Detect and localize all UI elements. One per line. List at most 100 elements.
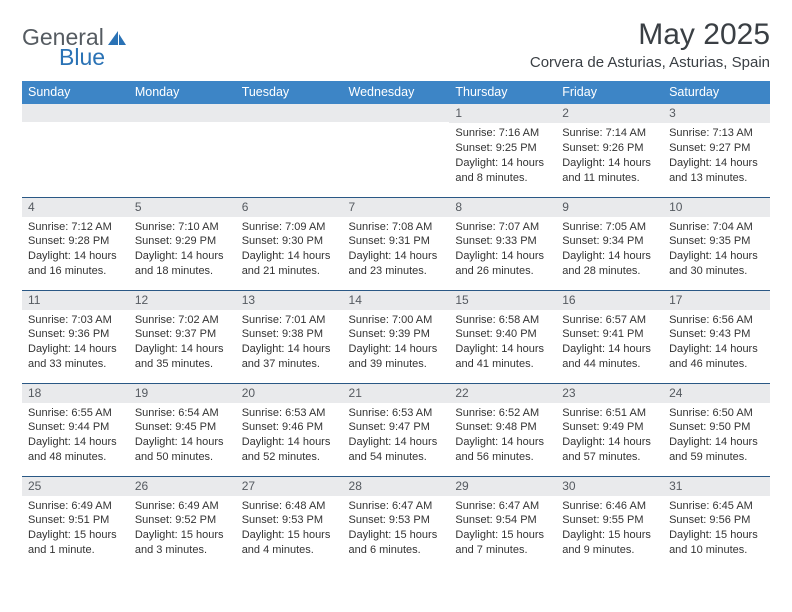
calendar-week-row: 11Sunrise: 7:03 AMSunset: 9:36 PMDayligh… <box>22 290 770 383</box>
day-number: 20 <box>236 384 343 403</box>
day-number: 9 <box>556 198 663 217</box>
sunset-text: Sunset: 9:30 PM <box>242 234 337 249</box>
calendar-day-cell: 8Sunrise: 7:07 AMSunset: 9:33 PMDaylight… <box>449 197 556 290</box>
sunrise-text: Sunrise: 7:04 AM <box>669 220 764 235</box>
calendar-day-cell: 20Sunrise: 6:53 AMSunset: 9:46 PMDayligh… <box>236 383 343 476</box>
calendar-week-row: 18Sunrise: 6:55 AMSunset: 9:44 PMDayligh… <box>22 383 770 476</box>
day-details: Sunrise: 6:56 AMSunset: 9:43 PMDaylight:… <box>663 310 770 376</box>
sunset-text: Sunset: 9:28 PM <box>28 234 123 249</box>
day-number <box>22 104 129 122</box>
sunset-text: Sunset: 9:54 PM <box>455 513 550 528</box>
daylight-text: Daylight: 14 hours and 30 minutes. <box>669 249 764 279</box>
day-number: 5 <box>129 198 236 217</box>
day-details: Sunrise: 6:46 AMSunset: 9:55 PMDaylight:… <box>556 496 663 562</box>
sunset-text: Sunset: 9:37 PM <box>135 327 230 342</box>
day-details: Sunrise: 6:49 AMSunset: 9:52 PMDaylight:… <box>129 496 236 562</box>
day-number: 22 <box>449 384 556 403</box>
sunrise-text: Sunrise: 6:58 AM <box>455 313 550 328</box>
day-number: 1 <box>449 104 556 123</box>
day-details: Sunrise: 7:13 AMSunset: 9:27 PMDaylight:… <box>663 123 770 189</box>
day-details: Sunrise: 6:57 AMSunset: 9:41 PMDaylight:… <box>556 310 663 376</box>
day-details: Sunrise: 7:01 AMSunset: 9:38 PMDaylight:… <box>236 310 343 376</box>
day-details: Sunrise: 7:14 AMSunset: 9:26 PMDaylight:… <box>556 123 663 189</box>
calendar-day-cell: 2Sunrise: 7:14 AMSunset: 9:26 PMDaylight… <box>556 104 663 197</box>
calendar-day-cell: 22Sunrise: 6:52 AMSunset: 9:48 PMDayligh… <box>449 383 556 476</box>
day-details: Sunrise: 6:48 AMSunset: 9:53 PMDaylight:… <box>236 496 343 562</box>
sunrise-text: Sunrise: 6:52 AM <box>455 406 550 421</box>
calendar-day-cell <box>236 104 343 197</box>
day-number <box>236 104 343 122</box>
sunset-text: Sunset: 9:52 PM <box>135 513 230 528</box>
calendar-table: Sunday Monday Tuesday Wednesday Thursday… <box>22 81 770 569</box>
daylight-text: Daylight: 14 hours and 11 minutes. <box>562 156 657 186</box>
calendar-week-row: 1Sunrise: 7:16 AMSunset: 9:25 PMDaylight… <box>22 104 770 197</box>
weekday-header: Tuesday <box>236 81 343 104</box>
day-details: Sunrise: 7:00 AMSunset: 9:39 PMDaylight:… <box>343 310 450 376</box>
daylight-text: Daylight: 14 hours and 52 minutes. <box>242 435 337 465</box>
weekday-header: Monday <box>129 81 236 104</box>
calendar-day-cell <box>343 104 450 197</box>
sunrise-text: Sunrise: 6:54 AM <box>135 406 230 421</box>
day-number: 17 <box>663 291 770 310</box>
day-details: Sunrise: 6:45 AMSunset: 9:56 PMDaylight:… <box>663 496 770 562</box>
daylight-text: Daylight: 15 hours and 3 minutes. <box>135 528 230 558</box>
sunset-text: Sunset: 9:44 PM <box>28 420 123 435</box>
weekday-header: Saturday <box>663 81 770 104</box>
sunrise-text: Sunrise: 7:14 AM <box>562 126 657 141</box>
day-number: 30 <box>556 477 663 496</box>
sunset-text: Sunset: 9:56 PM <box>669 513 764 528</box>
daylight-text: Daylight: 14 hours and 44 minutes. <box>562 342 657 372</box>
day-details: Sunrise: 6:47 AMSunset: 9:54 PMDaylight:… <box>449 496 556 562</box>
daylight-text: Daylight: 14 hours and 28 minutes. <box>562 249 657 279</box>
daylight-text: Daylight: 14 hours and 41 minutes. <box>455 342 550 372</box>
day-details: Sunrise: 6:52 AMSunset: 9:48 PMDaylight:… <box>449 403 556 469</box>
calendar-day-cell: 11Sunrise: 7:03 AMSunset: 9:36 PMDayligh… <box>22 290 129 383</box>
day-details: Sunrise: 7:07 AMSunset: 9:33 PMDaylight:… <box>449 217 556 283</box>
sunset-text: Sunset: 9:35 PM <box>669 234 764 249</box>
day-details: Sunrise: 7:09 AMSunset: 9:30 PMDaylight:… <box>236 217 343 283</box>
calendar-day-cell: 15Sunrise: 6:58 AMSunset: 9:40 PMDayligh… <box>449 290 556 383</box>
daylight-text: Daylight: 14 hours and 50 minutes. <box>135 435 230 465</box>
sunrise-text: Sunrise: 7:16 AM <box>455 126 550 141</box>
calendar-day-cell: 5Sunrise: 7:10 AMSunset: 9:29 PMDaylight… <box>129 197 236 290</box>
day-details: Sunrise: 7:02 AMSunset: 9:37 PMDaylight:… <box>129 310 236 376</box>
daylight-text: Daylight: 15 hours and 6 minutes. <box>349 528 444 558</box>
sunset-text: Sunset: 9:34 PM <box>562 234 657 249</box>
sunset-text: Sunset: 9:29 PM <box>135 234 230 249</box>
sunrise-text: Sunrise: 7:10 AM <box>135 220 230 235</box>
sunset-text: Sunset: 9:27 PM <box>669 141 764 156</box>
calendar-day-cell: 13Sunrise: 7:01 AMSunset: 9:38 PMDayligh… <box>236 290 343 383</box>
day-number: 15 <box>449 291 556 310</box>
daylight-text: Daylight: 14 hours and 33 minutes. <box>28 342 123 372</box>
sunrise-text: Sunrise: 6:47 AM <box>455 499 550 514</box>
daylight-text: Daylight: 14 hours and 35 minutes. <box>135 342 230 372</box>
day-details: Sunrise: 7:12 AMSunset: 9:28 PMDaylight:… <box>22 217 129 283</box>
day-number: 19 <box>129 384 236 403</box>
sunrise-text: Sunrise: 7:01 AM <box>242 313 337 328</box>
day-number: 12 <box>129 291 236 310</box>
sunset-text: Sunset: 9:33 PM <box>455 234 550 249</box>
calendar-day-cell: 9Sunrise: 7:05 AMSunset: 9:34 PMDaylight… <box>556 197 663 290</box>
calendar-day-cell: 25Sunrise: 6:49 AMSunset: 9:51 PMDayligh… <box>22 476 129 569</box>
day-details: Sunrise: 6:49 AMSunset: 9:51 PMDaylight:… <box>22 496 129 562</box>
day-details: Sunrise: 6:47 AMSunset: 9:53 PMDaylight:… <box>343 496 450 562</box>
weekday-header: Thursday <box>449 81 556 104</box>
day-details: Sunrise: 6:51 AMSunset: 9:49 PMDaylight:… <box>556 403 663 469</box>
calendar-day-cell: 29Sunrise: 6:47 AMSunset: 9:54 PMDayligh… <box>449 476 556 569</box>
day-number: 10 <box>663 198 770 217</box>
daylight-text: Daylight: 14 hours and 37 minutes. <box>242 342 337 372</box>
sunrise-text: Sunrise: 7:07 AM <box>455 220 550 235</box>
day-number: 11 <box>22 291 129 310</box>
day-number: 6 <box>236 198 343 217</box>
weekday-header-row: Sunday Monday Tuesday Wednesday Thursday… <box>22 81 770 104</box>
day-number: 26 <box>129 477 236 496</box>
day-details: Sunrise: 6:53 AMSunset: 9:47 PMDaylight:… <box>343 403 450 469</box>
sunrise-text: Sunrise: 7:12 AM <box>28 220 123 235</box>
calendar-day-cell <box>129 104 236 197</box>
calendar-day-cell: 30Sunrise: 6:46 AMSunset: 9:55 PMDayligh… <box>556 476 663 569</box>
brand-logo: General Blue <box>22 18 128 51</box>
daylight-text: Daylight: 14 hours and 46 minutes. <box>669 342 764 372</box>
day-number: 7 <box>343 198 450 217</box>
day-number: 31 <box>663 477 770 496</box>
sunset-text: Sunset: 9:51 PM <box>28 513 123 528</box>
